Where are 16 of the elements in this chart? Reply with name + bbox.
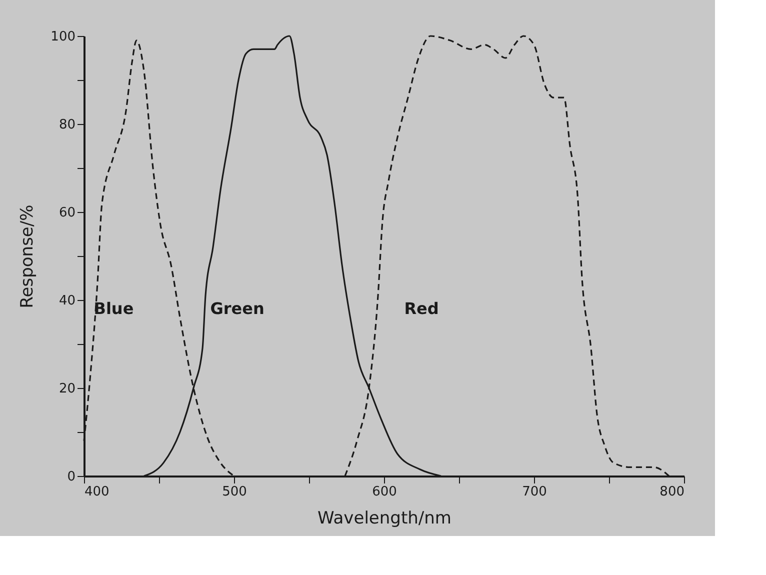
y-axis-title: Response/% — [18, 204, 38, 308]
series-label: Red — [404, 298, 439, 318]
x-tick-label: 700 — [522, 484, 547, 500]
x-tick-label: 400 — [84, 484, 110, 500]
x-tick-label: 500 — [222, 484, 247, 500]
series-label: Blue — [94, 298, 134, 318]
x-axis-title: Wavelength/nm — [318, 508, 452, 528]
y-tick-label: 100 — [50, 30, 76, 44]
y-tick-label: 40 — [58, 294, 76, 308]
y-tick-label: 0 — [67, 470, 76, 484]
x-tick-label: 800 — [660, 484, 684, 500]
series-label: Green — [210, 298, 264, 318]
y-tick-label: 80 — [58, 118, 76, 132]
y-tick-label: 20 — [58, 382, 76, 396]
y-tick-label: 60 — [58, 206, 76, 220]
x-tick-label: 600 — [372, 484, 397, 500]
